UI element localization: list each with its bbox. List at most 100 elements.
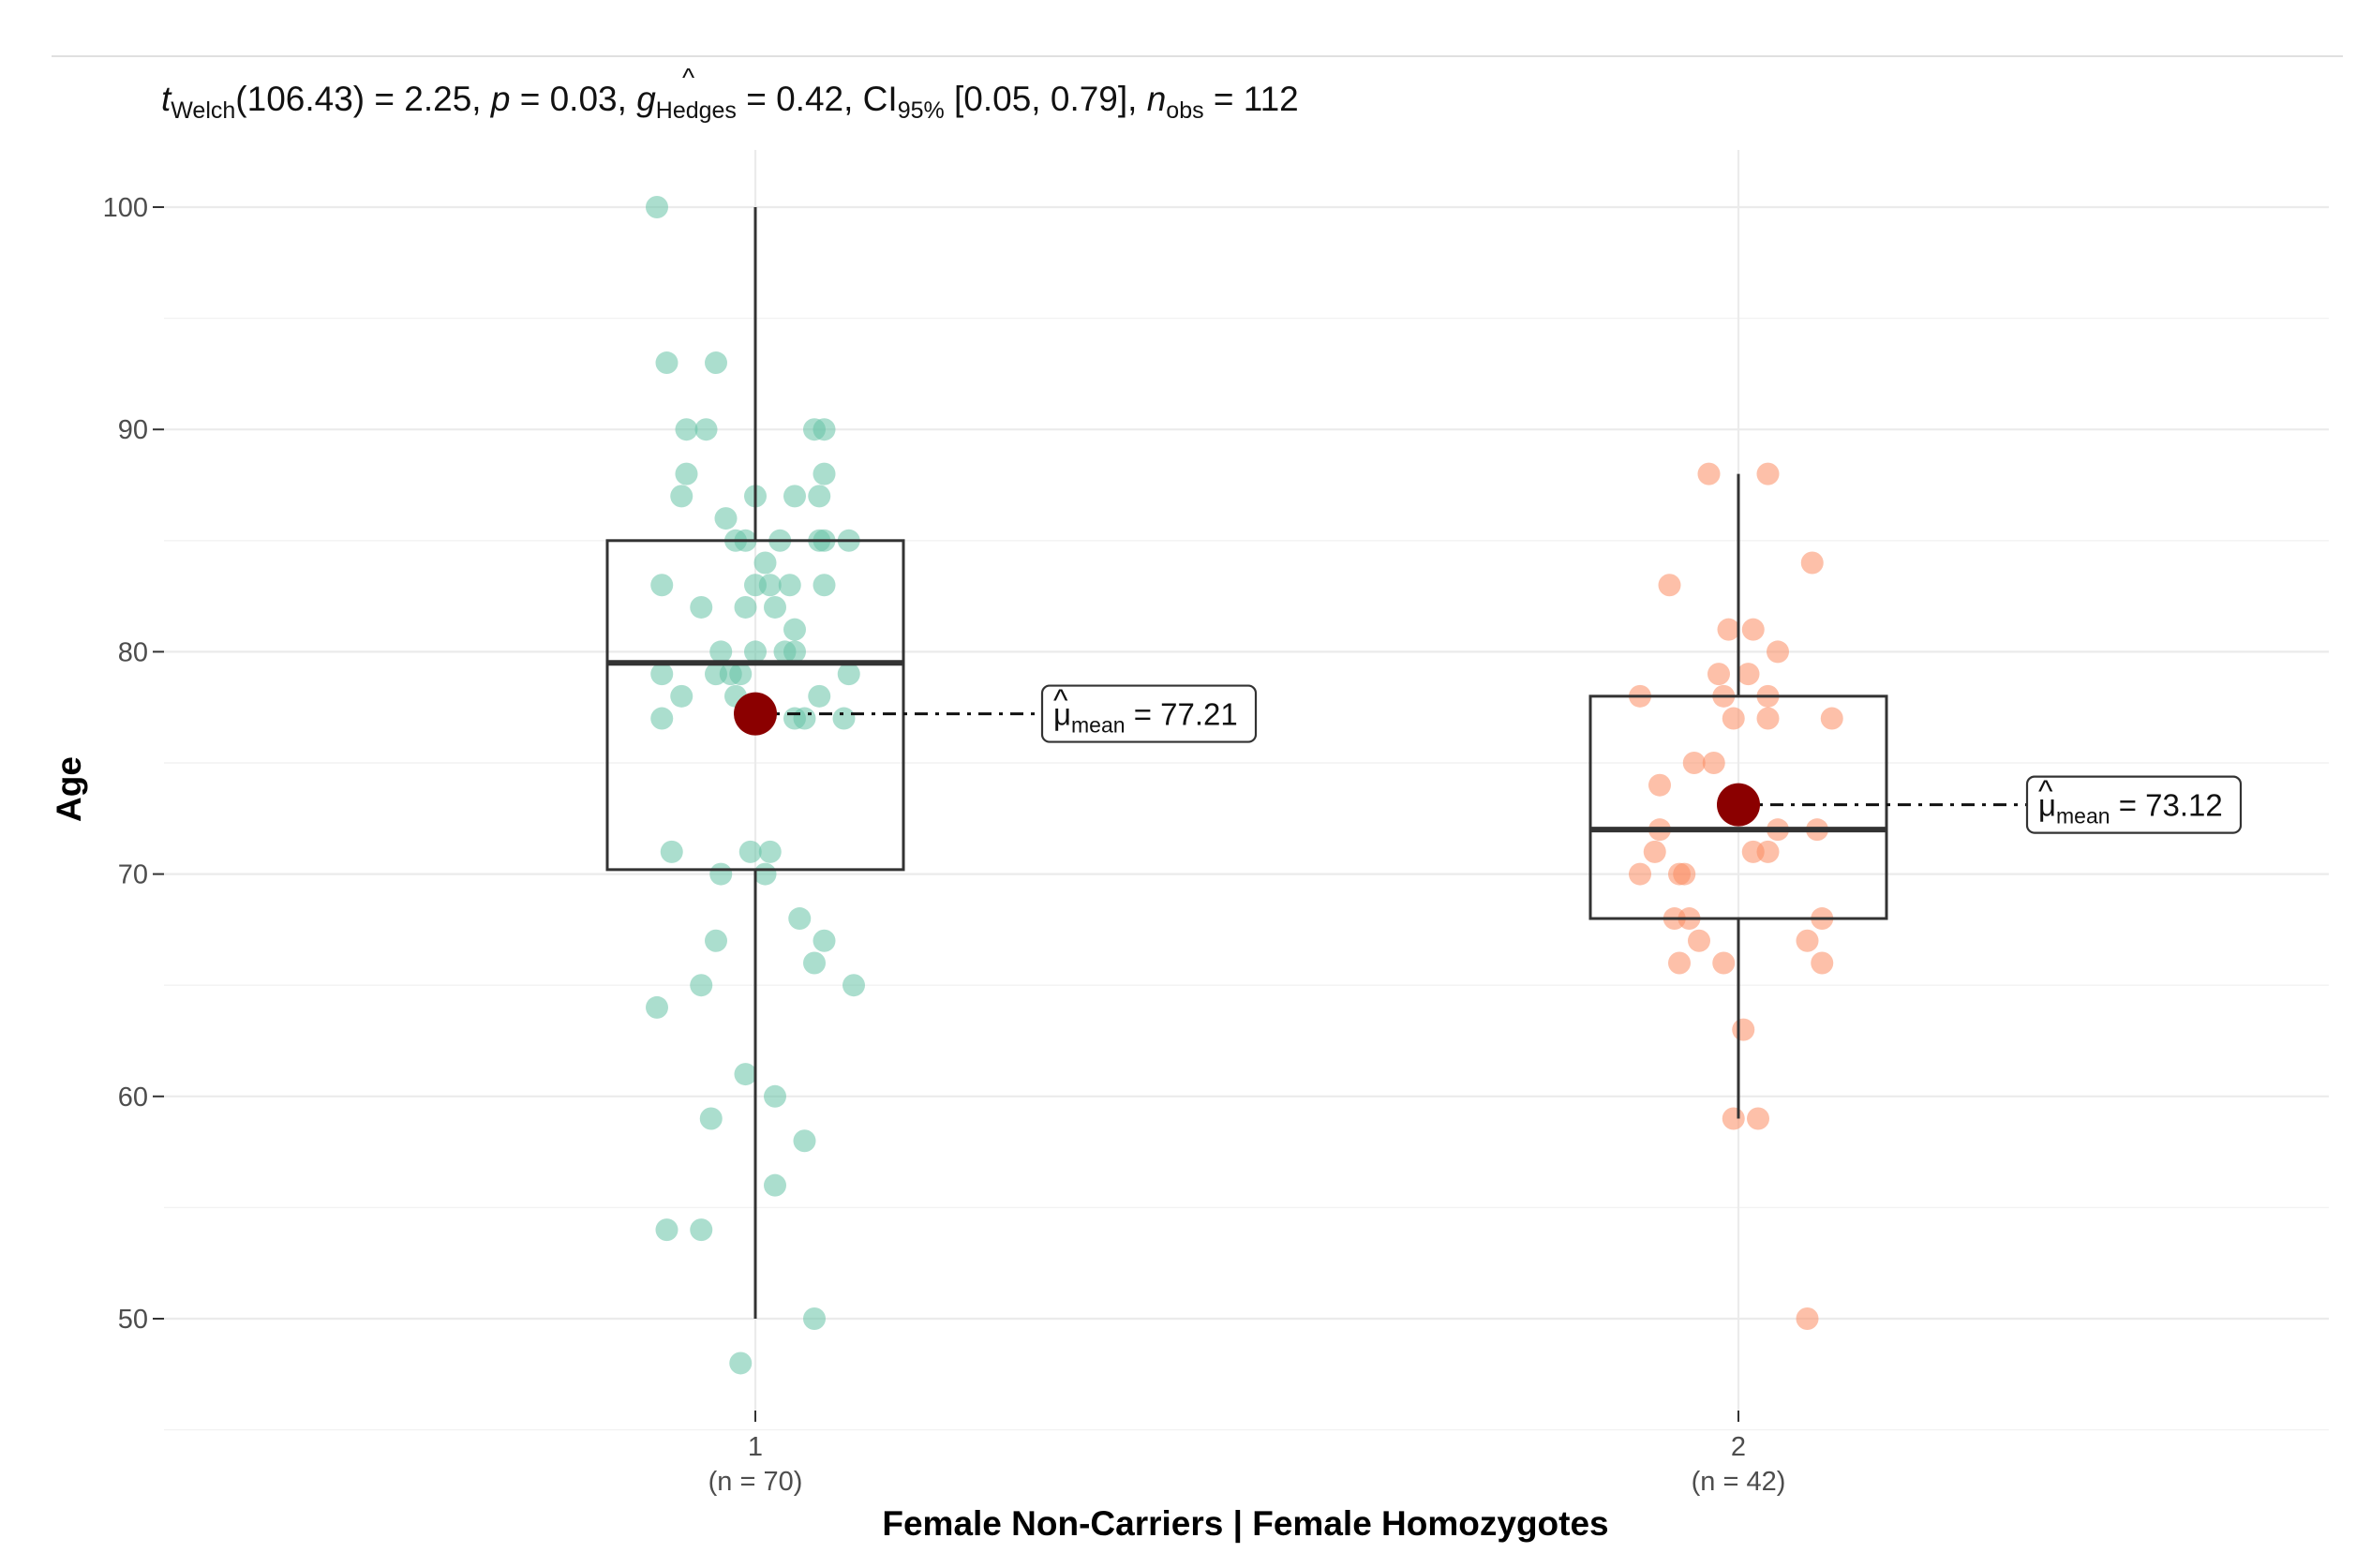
mean-hat-glyph: ^ bbox=[2038, 774, 2053, 809]
data-point bbox=[1796, 1307, 1819, 1330]
data-point bbox=[650, 707, 674, 730]
subtitle-g-value: = 0.42, CI bbox=[737, 80, 898, 118]
box bbox=[605, 539, 905, 872]
mean-label-value: = 77.21 bbox=[1126, 697, 1238, 732]
subtitle-p-value: = 0.03, bbox=[510, 80, 636, 118]
data-point bbox=[705, 929, 727, 952]
data-point bbox=[813, 418, 836, 441]
subtitle-n-symbol: n bbox=[1147, 80, 1167, 118]
data-point bbox=[660, 840, 683, 863]
x-tick-label: 2 bbox=[1731, 1432, 1746, 1462]
mean-label: μmean = 73.12 bbox=[2038, 788, 2223, 829]
data-point bbox=[793, 707, 816, 730]
data-point bbox=[1732, 1018, 1755, 1041]
data-point bbox=[714, 507, 738, 530]
data-point bbox=[1682, 752, 1706, 774]
data-point bbox=[843, 974, 865, 997]
x-axis-title: Female Non-Carriers | Female Homozygotes bbox=[882, 1504, 1608, 1544]
data-point bbox=[655, 1218, 678, 1242]
data-point bbox=[1756, 707, 1780, 730]
data-point bbox=[783, 485, 806, 508]
data-point bbox=[764, 595, 786, 619]
data-point bbox=[1688, 929, 1710, 952]
data-point bbox=[650, 663, 674, 686]
data-point bbox=[753, 551, 777, 575]
subtitle-t-sub: Welch bbox=[171, 97, 235, 124]
mean-label-box bbox=[1040, 684, 1258, 743]
data-point bbox=[738, 840, 762, 863]
data-point bbox=[734, 595, 757, 619]
data-point bbox=[1702, 752, 1725, 774]
data-point bbox=[744, 640, 767, 664]
data-point bbox=[1747, 1107, 1769, 1130]
y-tick-label: 60 bbox=[118, 1083, 148, 1113]
data-point bbox=[729, 663, 753, 686]
subtitle-t-symbol: t bbox=[161, 80, 172, 118]
data-point bbox=[793, 1129, 816, 1153]
mean-hat-glyph: ^ bbox=[1053, 683, 1068, 718]
data-point bbox=[1756, 840, 1780, 863]
data-point bbox=[758, 574, 782, 597]
hat-glyph: ^ bbox=[682, 63, 694, 92]
data-point bbox=[808, 485, 831, 508]
data-point bbox=[690, 1218, 713, 1242]
svg-text:tWelch(106.43) = 2.25, p = 0.0: tWelch(106.43) = 2.25, p = 0.03, gHedges… bbox=[161, 80, 1299, 124]
mean-label-value: = 73.12 bbox=[2110, 788, 2223, 823]
mean-label-symbol: μ bbox=[1053, 697, 1071, 732]
data-point bbox=[1767, 640, 1789, 664]
subtitle-ci-sub: 95% bbox=[898, 97, 945, 124]
subtitle-df: (106.43) bbox=[235, 80, 365, 118]
data-point bbox=[813, 929, 836, 952]
data-point bbox=[1796, 929, 1819, 952]
mean-label-sub: mean bbox=[2056, 804, 2110, 829]
x-axis-ticks: 1 (n = 70) 2 (n = 42) bbox=[708, 1411, 1786, 1497]
chart-subtitle: tWelch(106.43) = 2.25, p = 0.03, gHedges… bbox=[161, 63, 1299, 124]
data-point bbox=[1712, 951, 1736, 975]
mean-label: μmean = 77.21 bbox=[1053, 697, 1238, 738]
data-point bbox=[1722, 707, 1745, 730]
y-tick-label: 50 bbox=[118, 1305, 148, 1335]
subtitle-g-symbol: g bbox=[636, 80, 656, 118]
data-point bbox=[690, 974, 713, 997]
data-point bbox=[690, 595, 713, 619]
data-point bbox=[1673, 862, 1696, 886]
box bbox=[1588, 694, 1888, 920]
data-point bbox=[778, 574, 801, 597]
y-tick-label: 80 bbox=[118, 637, 148, 667]
mean-dot bbox=[734, 692, 777, 736]
data-point bbox=[808, 684, 831, 708]
subtitle-p-symbol: p bbox=[490, 80, 511, 118]
subtitle-n-sub: obs bbox=[1166, 97, 1203, 124]
data-point bbox=[675, 462, 698, 485]
data-point bbox=[699, 1107, 723, 1130]
data-point bbox=[646, 995, 668, 1019]
x-tick-n-label: (n = 42) bbox=[1692, 1467, 1786, 1497]
data-point bbox=[813, 574, 836, 597]
data-point bbox=[788, 907, 812, 931]
y-axis-title: Age bbox=[50, 756, 88, 822]
data-point bbox=[1741, 618, 1765, 641]
mean-markers: μmean = 77.21^μmean = 73.12^ bbox=[734, 683, 2243, 834]
data-point bbox=[832, 707, 856, 730]
data-points bbox=[646, 196, 1843, 1375]
mean-label-symbol: μ bbox=[2038, 788, 2056, 823]
subtitle-ci-value: [0.05, 0.79], bbox=[945, 80, 1147, 118]
y-tick-label: 90 bbox=[118, 415, 148, 445]
data-point bbox=[758, 840, 782, 863]
data-point bbox=[764, 1084, 786, 1108]
data-point bbox=[1697, 462, 1721, 485]
data-point bbox=[1722, 1107, 1745, 1130]
data-point bbox=[783, 618, 806, 641]
boxplots bbox=[605, 207, 1888, 1319]
data-point bbox=[655, 351, 678, 375]
data-point bbox=[1658, 574, 1681, 597]
data-point bbox=[709, 640, 733, 664]
mean-label-sub: mean bbox=[1071, 713, 1126, 738]
data-point bbox=[813, 462, 836, 485]
y-axis-ticks: 50 60 70 80 90 100 bbox=[103, 193, 164, 1335]
subtitle-t-value: = 2.25, bbox=[365, 80, 491, 118]
data-point bbox=[705, 351, 727, 375]
data-point bbox=[1643, 840, 1666, 863]
data-point bbox=[1811, 951, 1834, 975]
data-point bbox=[1707, 663, 1730, 686]
